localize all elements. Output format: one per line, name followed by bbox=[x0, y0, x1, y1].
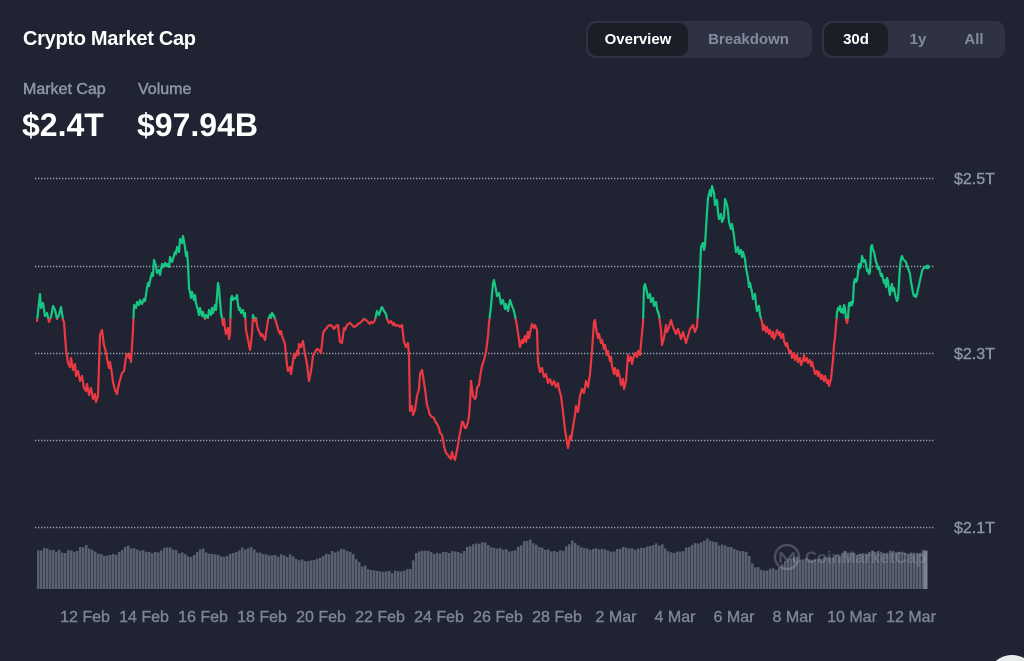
svg-text:14 Feb: 14 Feb bbox=[119, 609, 169, 626]
svg-text:2 Mar: 2 Mar bbox=[596, 609, 638, 626]
svg-text:18 Feb: 18 Feb bbox=[237, 609, 287, 626]
svg-text:$2.1T: $2.1T bbox=[954, 520, 995, 537]
svg-text:12 Mar: 12 Mar bbox=[886, 609, 936, 626]
svg-text:22 Feb: 22 Feb bbox=[355, 609, 405, 626]
svg-text:24 Feb: 24 Feb bbox=[414, 609, 464, 626]
svg-text:4 Mar: 4 Mar bbox=[655, 609, 697, 626]
svg-text:CoinMarketCap: CoinMarketCap bbox=[805, 549, 926, 567]
svg-text:16 Feb: 16 Feb bbox=[178, 609, 228, 626]
svg-text:26 Feb: 26 Feb bbox=[473, 609, 523, 626]
svg-text:12 Feb: 12 Feb bbox=[60, 609, 110, 626]
svg-text:10 Mar: 10 Mar bbox=[827, 609, 877, 626]
svg-text:8 Mar: 8 Mar bbox=[773, 609, 815, 626]
svg-text:6 Mar: 6 Mar bbox=[714, 609, 756, 626]
svg-text:20 Feb: 20 Feb bbox=[296, 609, 346, 626]
svg-text:28 Feb: 28 Feb bbox=[532, 609, 582, 626]
svg-text:$2.5T: $2.5T bbox=[954, 171, 995, 188]
svg-text:$2.3T: $2.3T bbox=[954, 346, 995, 363]
